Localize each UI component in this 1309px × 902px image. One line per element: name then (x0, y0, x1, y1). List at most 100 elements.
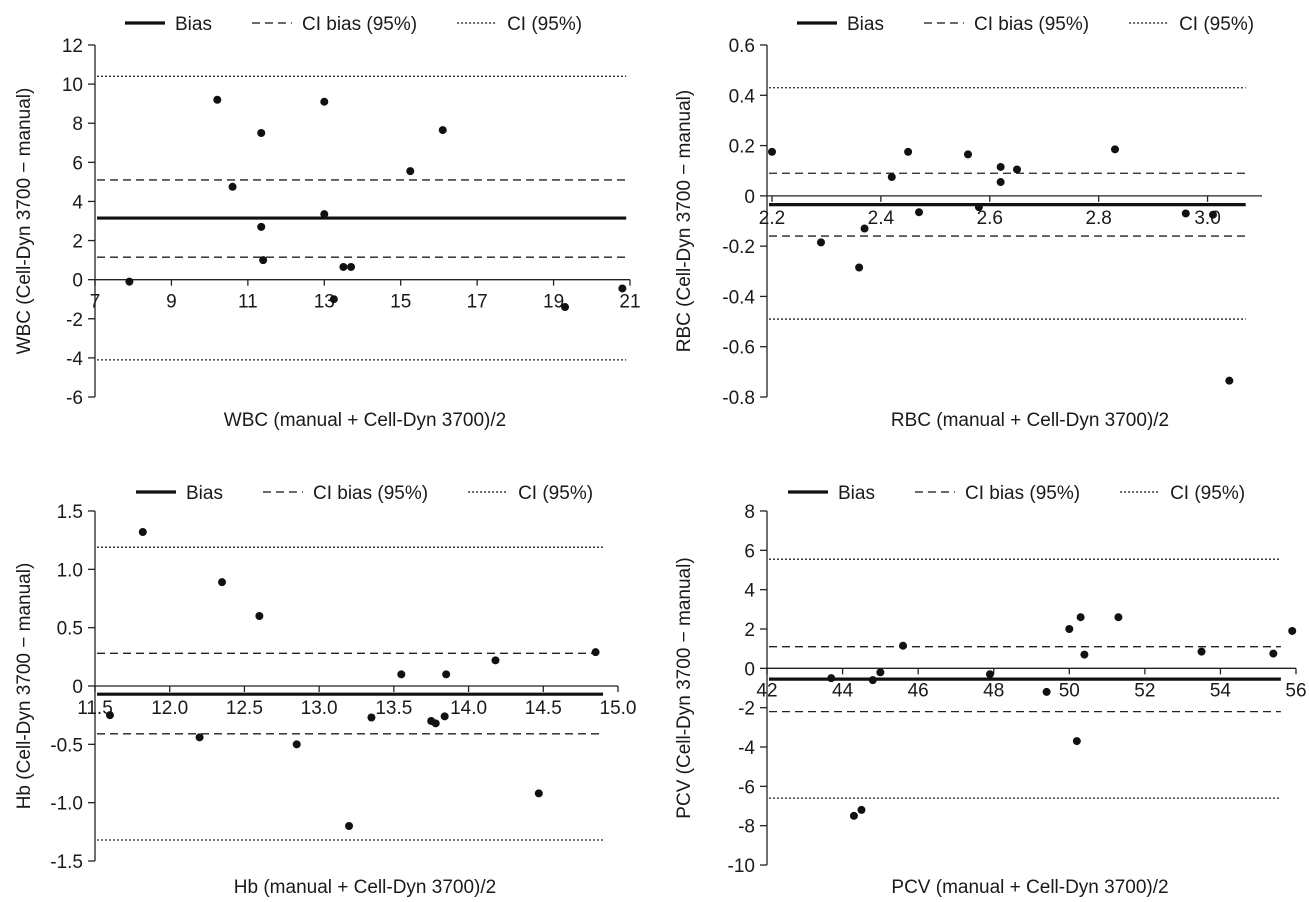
pcv-data-point (1288, 626, 1297, 635)
wbc-data-point (320, 210, 329, 219)
wbc-data-point (347, 262, 356, 271)
wbc-y-tick-label: -6 (66, 388, 83, 409)
pcv-x-tick-label: 42 (756, 680, 777, 701)
wbc-y-tick-label: 4 (72, 192, 83, 213)
rbc-x-tick-label: 3.0 (1194, 208, 1220, 229)
wbc-data-point (406, 167, 415, 176)
wbc-data-point (257, 129, 266, 137)
rbc-data-point (887, 173, 896, 181)
pcv-x-axis-title: PCV (manual + Cell-Dyn 3700)/2 (891, 877, 1168, 898)
pcv-data-point (899, 641, 908, 650)
rbc-data-point (996, 178, 1005, 187)
rbc-data-point (974, 203, 983, 212)
hb-x-tick-label: 13.5 (375, 698, 412, 719)
hb-y-tick-label: 0.5 (57, 619, 83, 640)
rbc-y-tick-label: -0.4 (722, 287, 755, 308)
rbc-x-tick-label: 2.6 (977, 208, 1003, 229)
rbc-data-point (1209, 210, 1217, 219)
hb-y-tick-label: -1.5 (50, 852, 83, 873)
wbc-data-point (561, 303, 570, 312)
rbc-panel: -0.8 -0.6 -0.4 -0.2 0 0.2 0.4 0.6 2.2 2.4 2.6 2.8 3.… (674, 14, 1262, 431)
pcv-x-tick-label: 44 (832, 680, 854, 701)
rbc-y-tick-label: 0.6 (729, 36, 755, 57)
wbc-data-point (213, 95, 222, 104)
pcv-data-point (985, 670, 994, 679)
rbc-data-point (996, 162, 1005, 171)
rbc-data-point (915, 208, 923, 217)
wbc-y-axis-title: WBC (Cell-Dyn 3700 − manual) (14, 88, 35, 355)
pcv-y-tick-label: -6 (738, 777, 755, 798)
rbc-data-point (855, 263, 864, 272)
rbc-y-tick-label: 0.2 (729, 137, 755, 158)
hb-x-tick-label: 12.0 (151, 698, 188, 719)
wbc-data-point (618, 284, 627, 293)
hb-data-point (591, 648, 600, 657)
pcv-x-tick-label: 56 (1285, 680, 1306, 701)
wbc-y-tick-label: 0 (72, 271, 83, 292)
wbc-y-tick-label: -4 (66, 349, 83, 370)
rbc-legend-bias-label: Bias (847, 14, 884, 35)
pcv-y-tick-label: -4 (738, 738, 755, 759)
wbc-data-point (228, 182, 237, 191)
hb-x-tick-label: 14.0 (450, 698, 487, 719)
pcv-data-point (857, 805, 866, 814)
pcv-x-tick-label: 50 (1059, 680, 1080, 701)
hb-data-point (218, 578, 227, 587)
hb-y-tick-label: 0 (72, 677, 83, 698)
hb-data-point (345, 822, 354, 830)
pcv-data-point (1269, 649, 1278, 658)
wbc-data-point (259, 256, 268, 265)
hb-legend-ci-label: CI (95%) (518, 483, 593, 504)
wbc-x-tick-label: 15 (390, 292, 411, 313)
pcv-data-point (876, 668, 885, 677)
pcv-x-tick-label: 48 (983, 680, 1004, 701)
rbc-y-axis-title: RBC (Cell-Dyn 3700 − manual) (674, 90, 695, 352)
hb-x-axis-title: Hb (manual + Cell-Dyn 3700)/2 (234, 877, 496, 898)
wbc-x-tick-label: 19 (543, 292, 564, 313)
pcv-legend-bias-label: Bias (838, 483, 875, 504)
hb-data-point (292, 740, 301, 749)
rbc-legend-ci-bias-label: CI bias (95%) (974, 14, 1089, 35)
pcv-legend-ci-label: CI (95%) (1170, 483, 1245, 504)
pcv-data-point (1080, 650, 1089, 659)
wbc-x-axis-title: WBC (manual + Cell-Dyn 3700)/2 (224, 410, 506, 431)
hb-data-point (440, 712, 449, 721)
pcv-data-point (849, 811, 858, 820)
hb-y-axis-title: Hb (Cell-Dyn 3700 − manual) (14, 563, 35, 810)
wbc-y-tick-label: 8 (72, 114, 83, 135)
wbc-x-tick-label: 11 (238, 292, 258, 313)
rbc-x-tick-label: 2.2 (759, 208, 785, 229)
pcv-x-tick-label: 52 (1134, 680, 1155, 701)
wbc-x-tick-label: 7 (90, 292, 101, 313)
rbc-data-point (964, 150, 972, 159)
hb-data-point (534, 789, 543, 798)
hb-data-point (491, 656, 500, 665)
wbc-y-tick-label: -2 (66, 310, 83, 331)
rbc-data-point (1225, 376, 1234, 385)
rbc-data-point (1013, 165, 1021, 174)
rbc-x-tick-label: 2.4 (868, 208, 895, 229)
pcv-data-point (868, 676, 877, 685)
rbc-data-point (860, 224, 869, 233)
hb-data-point (442, 670, 451, 679)
hb-x-tick-label: 15.0 (600, 698, 637, 719)
wbc-x-tick-label: 13 (314, 292, 335, 313)
pcv-y-tick-label: -10 (728, 856, 755, 877)
wbc-x-tick-label: 9 (166, 292, 177, 313)
pcv-legend-ci-bias-label: CI bias (95%) (965, 483, 1080, 504)
rbc-legend-ci-label: CI (95%) (1179, 14, 1254, 35)
hb-data-point (367, 713, 376, 722)
hb-data-point (195, 733, 204, 742)
pcv-y-tick-label: 6 (744, 541, 755, 562)
hb-legend-ci-bias-label: CI bias (95%) (313, 483, 428, 504)
pcv-x-tick-label: 46 (908, 680, 929, 701)
wbc-y-tick-label: 2 (72, 232, 83, 253)
rbc-y-tick-label: -0.6 (722, 338, 755, 359)
wbc-data-point (320, 97, 329, 106)
wbc-y-tick-label: 12 (62, 36, 83, 57)
rbc-x-tick-label: 2.8 (1085, 208, 1111, 229)
hb-legend-bias-label: Bias (186, 483, 223, 504)
pcv-data-point (1042, 687, 1051, 696)
